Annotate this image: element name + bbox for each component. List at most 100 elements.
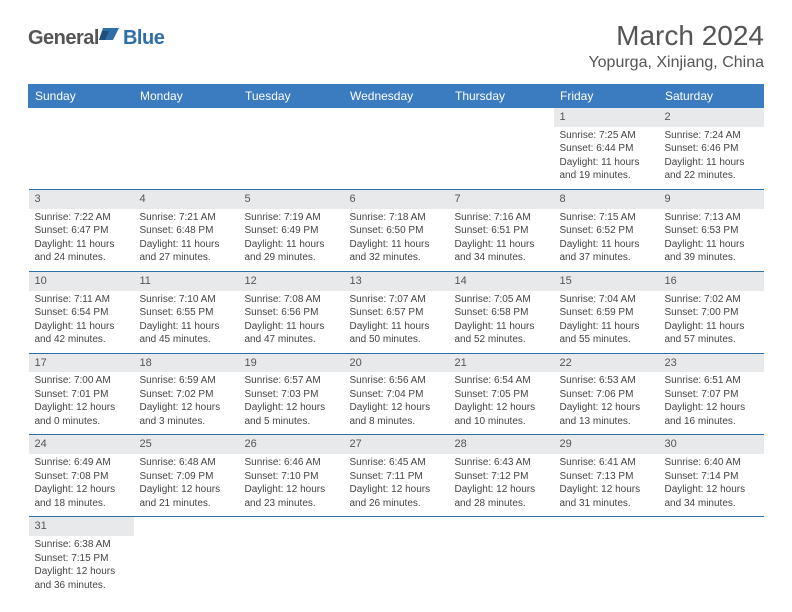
day-details: Sunrise: 6:57 AMSunset: 7:03 PMDaylight:… (239, 372, 344, 434)
day-sunrise: Sunrise: 6:49 AM (35, 456, 128, 470)
day-sunrise: Sunrise: 6:46 AM (245, 456, 338, 470)
day-cell: 24 Sunrise: 6:49 AMSunset: 7:08 PMDayligh… (29, 435, 134, 517)
empty-cell (659, 517, 764, 598)
day-details: Sunrise: 6:51 AMSunset: 7:07 PMDaylight:… (659, 372, 764, 434)
day-sunset: Sunset: 7:15 PM (35, 552, 128, 566)
day-day1: Daylight: 12 hours (350, 483, 443, 497)
calendar-body: 1 Sunrise: 7:25 AMSunset: 6:44 PM Daylight… (29, 108, 764, 599)
empty-cell (239, 108, 344, 190)
day-cell: 20Sunrise: 6:56 AMSunset: 7:04 PMDayligh… (344, 353, 449, 435)
day-day2: and 18 minutes. (35, 497, 128, 511)
week-row: 10Sunrise: 7:11 AMSunset: 6:54 PMDayligh… (29, 271, 764, 353)
day-day1: Daylight: 12 hours (140, 483, 233, 497)
day-details: Sunrise: 6:48 AMSunset: 7:09 PMDaylight:… (134, 454, 239, 516)
day-sunset: Sunset: 7:07 PM (665, 388, 758, 402)
day-details: Sunrise: 7:21 AMSunset: 6:48 PMDaylight:… (134, 209, 239, 271)
day-cell: 17Sunrise: 7:00 AMSunset: 7:01 PMDayligh… (29, 353, 134, 435)
day-details: Sunrise: 7:11 AMSunset: 6:54 PMDaylight:… (29, 291, 134, 353)
day-cell: 27Sunrise: 6:45 AMSunset: 7:11 PMDayligh… (344, 435, 449, 517)
day-cell: 9Sunrise: 7:13 AMSunset: 6:53 PMDaylight… (659, 189, 764, 271)
day-day2: and 22 minutes. (665, 169, 758, 183)
day-sunset: Sunset: 7:06 PM (560, 388, 653, 402)
day-details: Sunrise: 7:10 AMSunset: 6:55 PMDaylight:… (134, 291, 239, 353)
day-details: Sunrise: 6:43 AMSunset: 7:12 PMDaylight:… (449, 454, 554, 516)
day-day2: and 0 minutes. (35, 415, 128, 429)
dow-friday: Friday (554, 85, 659, 108)
day-sunset: Sunset: 6:47 PM (35, 224, 128, 238)
day-details: Sunrise: 6:41 AMSunset: 7:13 PMDaylight:… (554, 454, 659, 516)
day-day1: Daylight: 12 hours (350, 401, 443, 415)
day-sunrise: Sunrise: 6:53 AM (560, 374, 653, 388)
day-sunset: Sunset: 7:02 PM (140, 388, 233, 402)
day-cell: 2Sunrise: 7:24 AMSunset: 6:46 PMDaylight… (659, 108, 764, 190)
dow-monday: Monday (134, 85, 239, 108)
day-day2: and 34 minutes. (665, 497, 758, 511)
day-number: 3 (29, 190, 134, 209)
day-sunset: Sunset: 7:12 PM (455, 470, 548, 484)
day-day2: and 36 minutes. (35, 579, 128, 593)
day-day1: Daylight: 11 hours (665, 156, 758, 170)
day-number: 9 (659, 190, 764, 209)
day-sunrise: Sunrise: 7:10 AM (140, 293, 233, 307)
day-details: Sunrise: 7:07 AMSunset: 6:57 PMDaylight:… (344, 291, 449, 353)
day-number: 21 (449, 354, 554, 373)
day-sunset: Sunset: 7:08 PM (35, 470, 128, 484)
day-number: 4 (134, 190, 239, 209)
flag-icon (99, 24, 121, 40)
day-number: 1 (554, 108, 659, 127)
day-day2: and 50 minutes. (350, 333, 443, 347)
day-details: Sunrise: 7:22 AMSunset: 6:47 PMDaylight:… (29, 209, 134, 271)
day-sunrise: Sunrise: 6:59 AM (140, 374, 233, 388)
day-sunrise: Sunrise: 7:25 AM (560, 129, 653, 143)
day-day2: and 37 minutes. (560, 251, 653, 265)
day-number: 17 (29, 354, 134, 373)
day-details: Sunrise: 7:13 AMSunset: 6:53 PMDaylight:… (659, 209, 764, 271)
day-cell: 31Sunrise: 6:38 AMSunset: 7:15 PMDayligh… (29, 517, 134, 598)
day-sunset: Sunset: 6:58 PM (455, 306, 548, 320)
day-day2: and 57 minutes. (665, 333, 758, 347)
day-day1: Daylight: 12 hours (35, 483, 128, 497)
day-details: Sunrise: 7:19 AMSunset: 6:49 PMDaylight:… (239, 209, 344, 271)
day-sunset: Sunset: 7:13 PM (560, 470, 653, 484)
month-title: March 2024 (588, 20, 764, 52)
day-cell: 12Sunrise: 7:08 AMSunset: 6:56 PMDayligh… (239, 271, 344, 353)
day-sunset: Sunset: 7:10 PM (245, 470, 338, 484)
empty-cell (239, 517, 344, 598)
day-details: Sunrise: 7:08 AMSunset: 6:56 PMDaylight:… (239, 291, 344, 353)
dow-wednesday: Wednesday (344, 85, 449, 108)
day-number: 8 (554, 190, 659, 209)
week-row: 24Sunrise: 6:49 AMSunset: 7:08 PMDayligh… (29, 435, 764, 517)
day-sunset: Sunset: 6:44 PM (560, 142, 653, 156)
page-header: General Blue March 2024 Yopurga, Xinjian… (28, 20, 764, 72)
day-sunset: Sunset: 6:53 PM (665, 224, 758, 238)
day-day2: and 34 minutes. (455, 251, 548, 265)
day-day2: and 10 minutes. (455, 415, 548, 429)
day-sunrise: Sunrise: 6:51 AM (665, 374, 758, 388)
day-day2: and 52 minutes. (455, 333, 548, 347)
day-cell: 11Sunrise: 7:10 AMSunset: 6:55 PMDayligh… (134, 271, 239, 353)
day-cell: 15Sunrise: 7:04 AMSunset: 6:59 PMDayligh… (554, 271, 659, 353)
day-cell: 5Sunrise: 7:19 AMSunset: 6:49 PMDaylight… (239, 189, 344, 271)
day-cell: 28Sunrise: 6:43 AMSunset: 7:12 PMDayligh… (449, 435, 554, 517)
day-day2: and 28 minutes. (455, 497, 548, 511)
day-day2: and 31 minutes. (560, 497, 653, 511)
day-cell: 16Sunrise: 7:02 AMSunset: 7:00 PMDayligh… (659, 271, 764, 353)
day-details: Sunrise: 6:53 AMSunset: 7:06 PMDaylight:… (554, 372, 659, 434)
day-number: 29 (554, 435, 659, 454)
day-day1: Daylight: 11 hours (560, 320, 653, 334)
day-number: 24 (29, 435, 134, 454)
day-cell: 14Sunrise: 7:05 AMSunset: 6:58 PMDayligh… (449, 271, 554, 353)
day-number: 16 (659, 272, 764, 291)
day-sunrise: Sunrise: 6:57 AM (245, 374, 338, 388)
day-day2: and 5 minutes. (245, 415, 338, 429)
dow-saturday: Saturday (659, 85, 764, 108)
day-sunrise: Sunrise: 6:45 AM (350, 456, 443, 470)
day-day2: and 3 minutes. (140, 415, 233, 429)
day-day1: Daylight: 11 hours (350, 238, 443, 252)
day-sunset: Sunset: 7:14 PM (665, 470, 758, 484)
day-sunrise: Sunrise: 6:56 AM (350, 374, 443, 388)
day-sunrise: Sunrise: 7:05 AM (455, 293, 548, 307)
day-sunrise: Sunrise: 7:19 AM (245, 211, 338, 225)
day-day1: Daylight: 11 hours (140, 238, 233, 252)
day-day1: Daylight: 11 hours (350, 320, 443, 334)
